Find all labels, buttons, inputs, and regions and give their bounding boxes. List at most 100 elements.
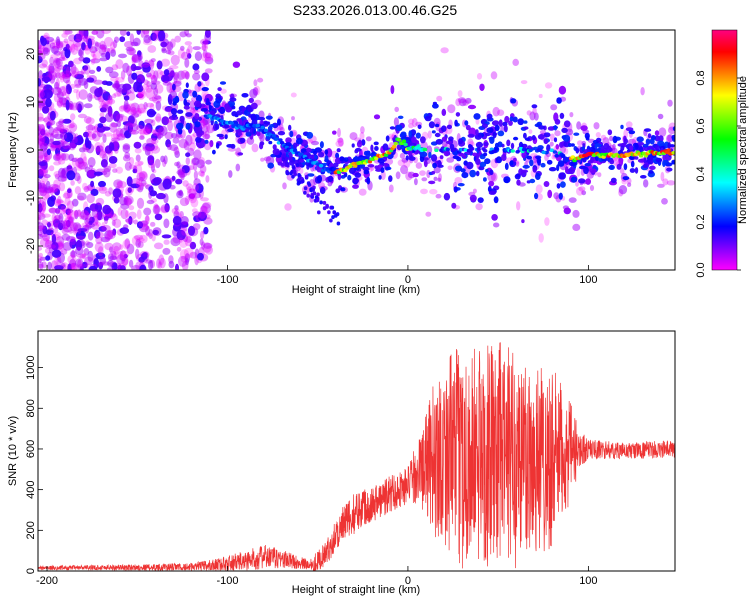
- spectrogram-cell: [150, 32, 157, 41]
- spectrogram-cell: [114, 147, 119, 154]
- spectrogram-cell: [229, 121, 234, 125]
- spectrogram-cell: [298, 163, 303, 167]
- spectrogram-cell: [65, 90, 70, 99]
- spectrogram-cell: [55, 152, 65, 162]
- spectrogram-cell: [472, 188, 477, 194]
- spectrogram-cell: [217, 87, 222, 92]
- spectrogram-cell: [135, 70, 144, 76]
- spectrogram-cell: [493, 222, 500, 228]
- spectrogram-cell: [389, 126, 396, 130]
- spectrogram-cell: [117, 263, 127, 270]
- spectrogram-cell: [348, 167, 356, 174]
- spectrogram-cell: [38, 132, 48, 137]
- spectrogram-cell: [140, 30, 145, 38]
- spectrogram-cell: [216, 133, 224, 138]
- spectrogram-cell: [98, 186, 108, 194]
- spectrogram-cell: [162, 80, 171, 86]
- spectrogram-cell: [74, 209, 79, 220]
- spectrogram-cell: [94, 87, 103, 98]
- spectrogram-cell: [111, 64, 119, 71]
- spectrogram-cell: [73, 172, 81, 182]
- spectrogram-cell: [41, 59, 48, 68]
- spectrogram-cell: [61, 90, 67, 97]
- spectrogram-cell: [73, 227, 78, 236]
- spectrogram-cell: [521, 151, 527, 159]
- spectrogram-cell: [178, 255, 188, 267]
- spectrogram-cell: [570, 155, 576, 159]
- colorbar-tick-label: 0.6: [695, 118, 707, 133]
- spectrogram-cell: [55, 207, 61, 215]
- spectrogram-xtick-label: -100: [216, 274, 238, 286]
- spectrogram-cell: [354, 172, 362, 178]
- spectrogram-cell: [293, 172, 298, 177]
- spectrogram-cell: [531, 135, 536, 141]
- spectrogram-cell: [152, 229, 159, 235]
- spectrogram-cell: [38, 203, 43, 212]
- spectrogram-cell: [119, 197, 128, 206]
- spectrogram-cell: [100, 236, 111, 243]
- spectrogram-cell: [88, 220, 93, 226]
- spectrogram-cell: [73, 88, 79, 94]
- spectrogram-cell: [640, 87, 645, 96]
- spectrogram-cell: [134, 161, 144, 167]
- spectrogram-cell: [513, 136, 519, 141]
- spectrogram-cell: [38, 258, 42, 264]
- spectrogram-cell: [131, 235, 141, 246]
- spectrogram-cell: [115, 127, 123, 137]
- page-title: S233.2026.013.00.46.G25: [292, 2, 458, 18]
- spectrogram-cell: [95, 145, 101, 156]
- spectrogram-cell: [45, 122, 53, 127]
- spectrogram-cell: [154, 116, 162, 122]
- spectrogram-cell: [494, 124, 500, 132]
- spectrogram-cell: [121, 115, 129, 123]
- spectrogram-cell: [600, 134, 607, 141]
- spectrogram-ylabel: Frequency (Hz): [7, 112, 19, 188]
- spectrogram-cell: [53, 58, 63, 68]
- spectrogram-cell: [183, 141, 190, 151]
- spectrogram-cell: [151, 162, 155, 173]
- spectrogram-cell: [120, 70, 126, 80]
- spectrogram-cell: [38, 229, 43, 236]
- spectrogram-cell: [483, 152, 488, 157]
- spectrogram-cell: [407, 171, 416, 179]
- spectrogram-cell: [45, 236, 50, 245]
- spectrogram-cell: [109, 246, 113, 253]
- spectrogram-cell: [307, 182, 312, 187]
- spectrogram-cell: [225, 106, 233, 113]
- spectrogram-cell: [119, 30, 127, 36]
- spectrogram-cell: [81, 222, 91, 228]
- spectrogram-cell: [179, 197, 189, 207]
- spectrogram-cell: [368, 162, 373, 173]
- spectrogram-cell: [394, 106, 400, 113]
- spectrogram-cell: [173, 71, 180, 80]
- spectrogram-cell: [282, 154, 286, 159]
- spectrogram-cell: [81, 252, 87, 259]
- snr-ylabel: SNR (10 * v/v): [7, 416, 19, 486]
- spectrogram-cell: [515, 150, 520, 154]
- spectrogram-cell: [445, 147, 450, 152]
- spectrogram-cell: [259, 142, 264, 150]
- spectrogram-cell: [230, 143, 236, 149]
- spectrogram-cell: [201, 202, 211, 214]
- spectrogram-cell: [132, 37, 141, 47]
- spectrogram-cell: [38, 210, 42, 219]
- spectrogram-cell: [185, 236, 192, 243]
- spectrogram-cell: [48, 119, 56, 126]
- spectrogram-cell: [144, 118, 154, 124]
- spectrogram-cell: [520, 169, 529, 173]
- spectrogram-cell: [470, 146, 475, 151]
- spectrogram-cell: [126, 47, 136, 56]
- spectrogram-cell: [153, 203, 159, 209]
- spectrogram-cell: [193, 69, 200, 75]
- spectrogram-cell: [124, 161, 132, 171]
- spectrogram-cell: [200, 38, 209, 46]
- spectrogram-cell: [136, 75, 143, 83]
- spectrogram-cell: [467, 133, 475, 138]
- spectrogram-cell: [38, 50, 43, 55]
- spectrogram-xtick-label: 100: [579, 274, 597, 286]
- spectrogram-cell: [153, 95, 162, 100]
- spectrogram-cell: [455, 112, 461, 117]
- spectrogram-cell: [47, 70, 52, 79]
- spectrogram-cell: [68, 153, 74, 162]
- spectrogram-cell: [649, 138, 655, 145]
